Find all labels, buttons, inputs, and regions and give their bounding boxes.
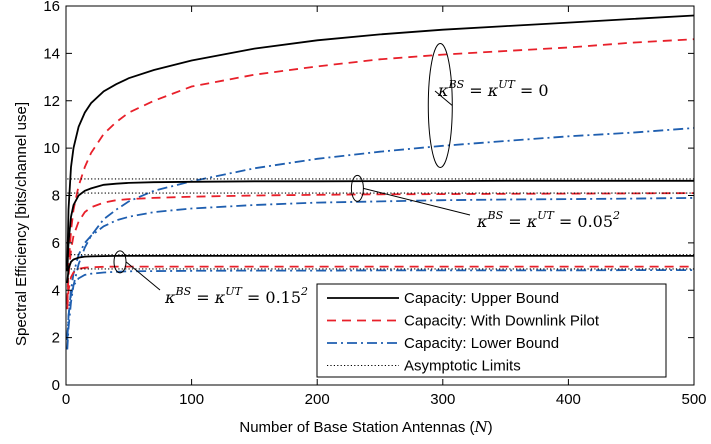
annotation-label: κBS = κUT = 0.052 [476,209,620,231]
y-axis-title: Spectral Efficiency [bits/channel use] [13,102,30,346]
legend: Capacity: Upper Bound Capacity: With Down… [316,283,667,378]
legend-label: Capacity: Upper Bound [404,290,559,307]
x-tick-label: 500 [681,391,706,408]
annotations: κBS = κUT = 0 κBS = κUT = 0.052 κBS = κUT … [113,42,620,307]
y-tick-label: 14 [43,45,60,62]
y-tick-label: 2 [52,330,60,347]
annotation-connector [363,187,471,216]
x-tick-label: 200 [305,391,330,408]
series-line-lower-group-2 [66,269,694,338]
legend-box [316,283,667,378]
y-tick-label: 12 [43,93,60,110]
x-tick-label: 400 [556,391,581,408]
legend-label: Asymptotic Limits [404,358,521,375]
annotation-connector [434,90,453,106]
legend-label: Capacity: Lower Bound [404,335,559,352]
legend-label: Capacity: With Downlink Pilot [404,313,600,330]
annotation-label: κBS = κUT = 0.152 [164,285,308,307]
series-layer [66,14,695,350]
series-line-upper-group-1 [66,179,694,272]
series-line-upper-group-2 [66,255,694,284]
annotation-label: κBS = κUT = 0 [437,78,549,100]
x-axis-title-text: Number of Base Station Antennas [239,419,465,436]
y-tick-label: 8 [52,188,60,205]
x-axis-title-symbol: N [474,418,489,436]
x-tick-label: 300 [430,391,455,408]
series-line-pilot-group-2 [66,265,694,310]
y-tick-label: 6 [52,235,60,252]
series-line-upper-group-0 [66,14,695,267]
series-line-pilot-group-1 [66,192,695,305]
x-tick-label: 100 [179,391,204,408]
series-line-lower-group-1 [66,197,695,341]
series-line-pilot-group-0 [66,38,695,303]
x-axis-title-paren-close: ) [488,419,493,436]
y-tick-label: 16 [43,0,60,15]
annotation-connector [125,261,161,291]
axes-layer: 0 100 200 300 400 500 0 2 4 6 8 10 12 14 16 [43,0,706,408]
x-axis-title-paren-open: ( [470,419,475,436]
y-tick-label: 4 [52,282,60,299]
series-line-lower-group-0 [66,127,695,350]
x-tick-label: 0 [62,391,70,408]
x-axis-title: Number of Base Station Antennas (N) [239,418,492,436]
y-tick-label: 0 [52,377,60,394]
y-tick-label: 10 [43,140,60,157]
